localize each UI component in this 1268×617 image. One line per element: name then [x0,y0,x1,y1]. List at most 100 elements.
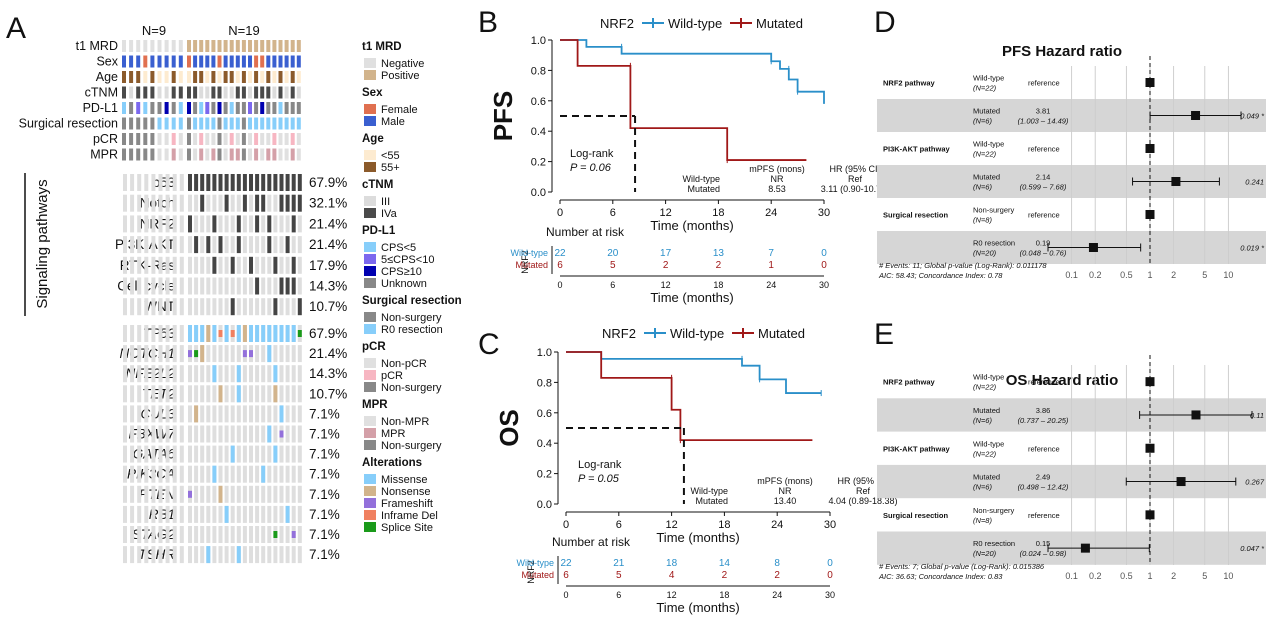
km-x-tick-label: 0 [563,519,569,531]
gene-cell [255,526,260,543]
gene-cell [172,345,177,363]
clinical-cell [296,133,301,145]
pathway-cell [179,174,184,191]
pathway-cell [151,256,156,274]
clinical-cell [150,71,155,83]
gene-cell [297,345,302,363]
clinical-cell [272,71,277,83]
gene-cell [212,505,217,523]
risk-value: 14 [719,558,731,569]
clinical-cell [205,117,210,130]
gene-cell [255,365,260,383]
pathway-cell [158,236,163,254]
clinical-cell [143,55,148,68]
clinical-cell [164,117,169,130]
risk-value: 0 [827,558,833,569]
clinical-row-label: Age [96,70,118,84]
clinical-cell [266,148,271,161]
gene-cell [261,365,266,383]
forest-point [1176,477,1186,487]
gene-alteration [218,385,223,403]
legend-swatch [364,208,376,218]
gene-cell [285,485,290,503]
gene-cell [137,465,142,483]
pathway-cell [200,256,205,274]
pathway-cell [158,256,163,274]
gene-cell [267,465,272,483]
gene-cell [158,505,163,523]
clinical-cell [260,86,265,99]
clinical-cell [254,55,259,68]
pathway-cell [279,277,284,295]
clinical-cell [164,55,169,68]
gene-cell [291,505,296,523]
gene-alteration [291,531,296,538]
clinical-cell [122,148,126,161]
forest-point [1171,177,1181,186]
pathway-cell [242,174,247,191]
forest-point [1145,144,1155,153]
km-p-value: P = 0.06 [570,162,612,174]
gene-cell [158,385,163,403]
gene-cell [218,505,223,523]
pathway-cell [158,215,163,233]
risk-value: 22 [560,558,572,569]
pathway-cell [179,298,184,316]
clinical-cell [260,102,265,114]
pathway-cell [230,256,235,274]
forest-ci: (0.498 – 12.42) [1018,483,1069,492]
clinical-cell [223,40,228,52]
gene-cell [179,325,184,342]
pathway-cell [218,298,223,316]
pathway-cell [172,215,177,233]
km-y-tick-label: 1.0 [531,35,546,47]
km-x-tick-label: 18 [712,207,724,219]
forest-n: (N=6) [973,416,992,425]
clinical-cell [217,133,222,145]
km-table-head: mPFS (mons) [749,164,805,174]
gene-cell [206,365,211,383]
clinical-cell [171,148,176,161]
forest-point [1191,111,1201,120]
pathway-cell [261,277,266,295]
km-x-tick-label: 6 [616,519,622,531]
pathway-cell [194,277,199,295]
gene-cell [273,425,278,443]
gene-cell [242,465,247,483]
clinical-cell [272,117,277,130]
pathway-row-pct: 14.3% [309,279,347,294]
gene-row-pct: 7.1% [309,547,340,562]
gene-cell [172,465,177,483]
pathway-cell [267,194,272,212]
clinical-cell [211,117,216,130]
forest-point [1191,410,1201,420]
clinical-cell [241,102,246,114]
forest-estimate: reference [1028,79,1060,88]
gene-cell [200,526,205,543]
forest-variable: Surgical resection [883,211,948,220]
clinical-cell [229,117,234,130]
pathway-cell [267,298,272,316]
pathway-cell [151,194,156,212]
gene-alteration [188,350,192,358]
gene-cell [267,445,272,463]
forest-x-tick-label: 0.1 [1065,270,1078,280]
gene-cell [188,505,192,523]
km-table-group: Mutated [687,184,720,194]
clinical-cell [278,40,283,52]
gene-alteration [230,445,235,463]
clinical-cell [187,55,191,68]
gene-cell [291,485,296,503]
clinical-cell [241,117,246,130]
pathway-cell [123,256,127,274]
gene-cell [224,405,229,423]
clinical-cell [254,148,259,161]
forest-estimate: 2.49 [1036,473,1051,482]
pathway-cell [218,236,223,254]
gene-cell [123,465,127,483]
legend-swatch [364,440,376,450]
clinical-cell [223,102,228,114]
gene-cell [123,345,127,363]
risk-x-tick-label: 12 [661,280,671,290]
forest-level: Wild-type [973,140,1004,149]
